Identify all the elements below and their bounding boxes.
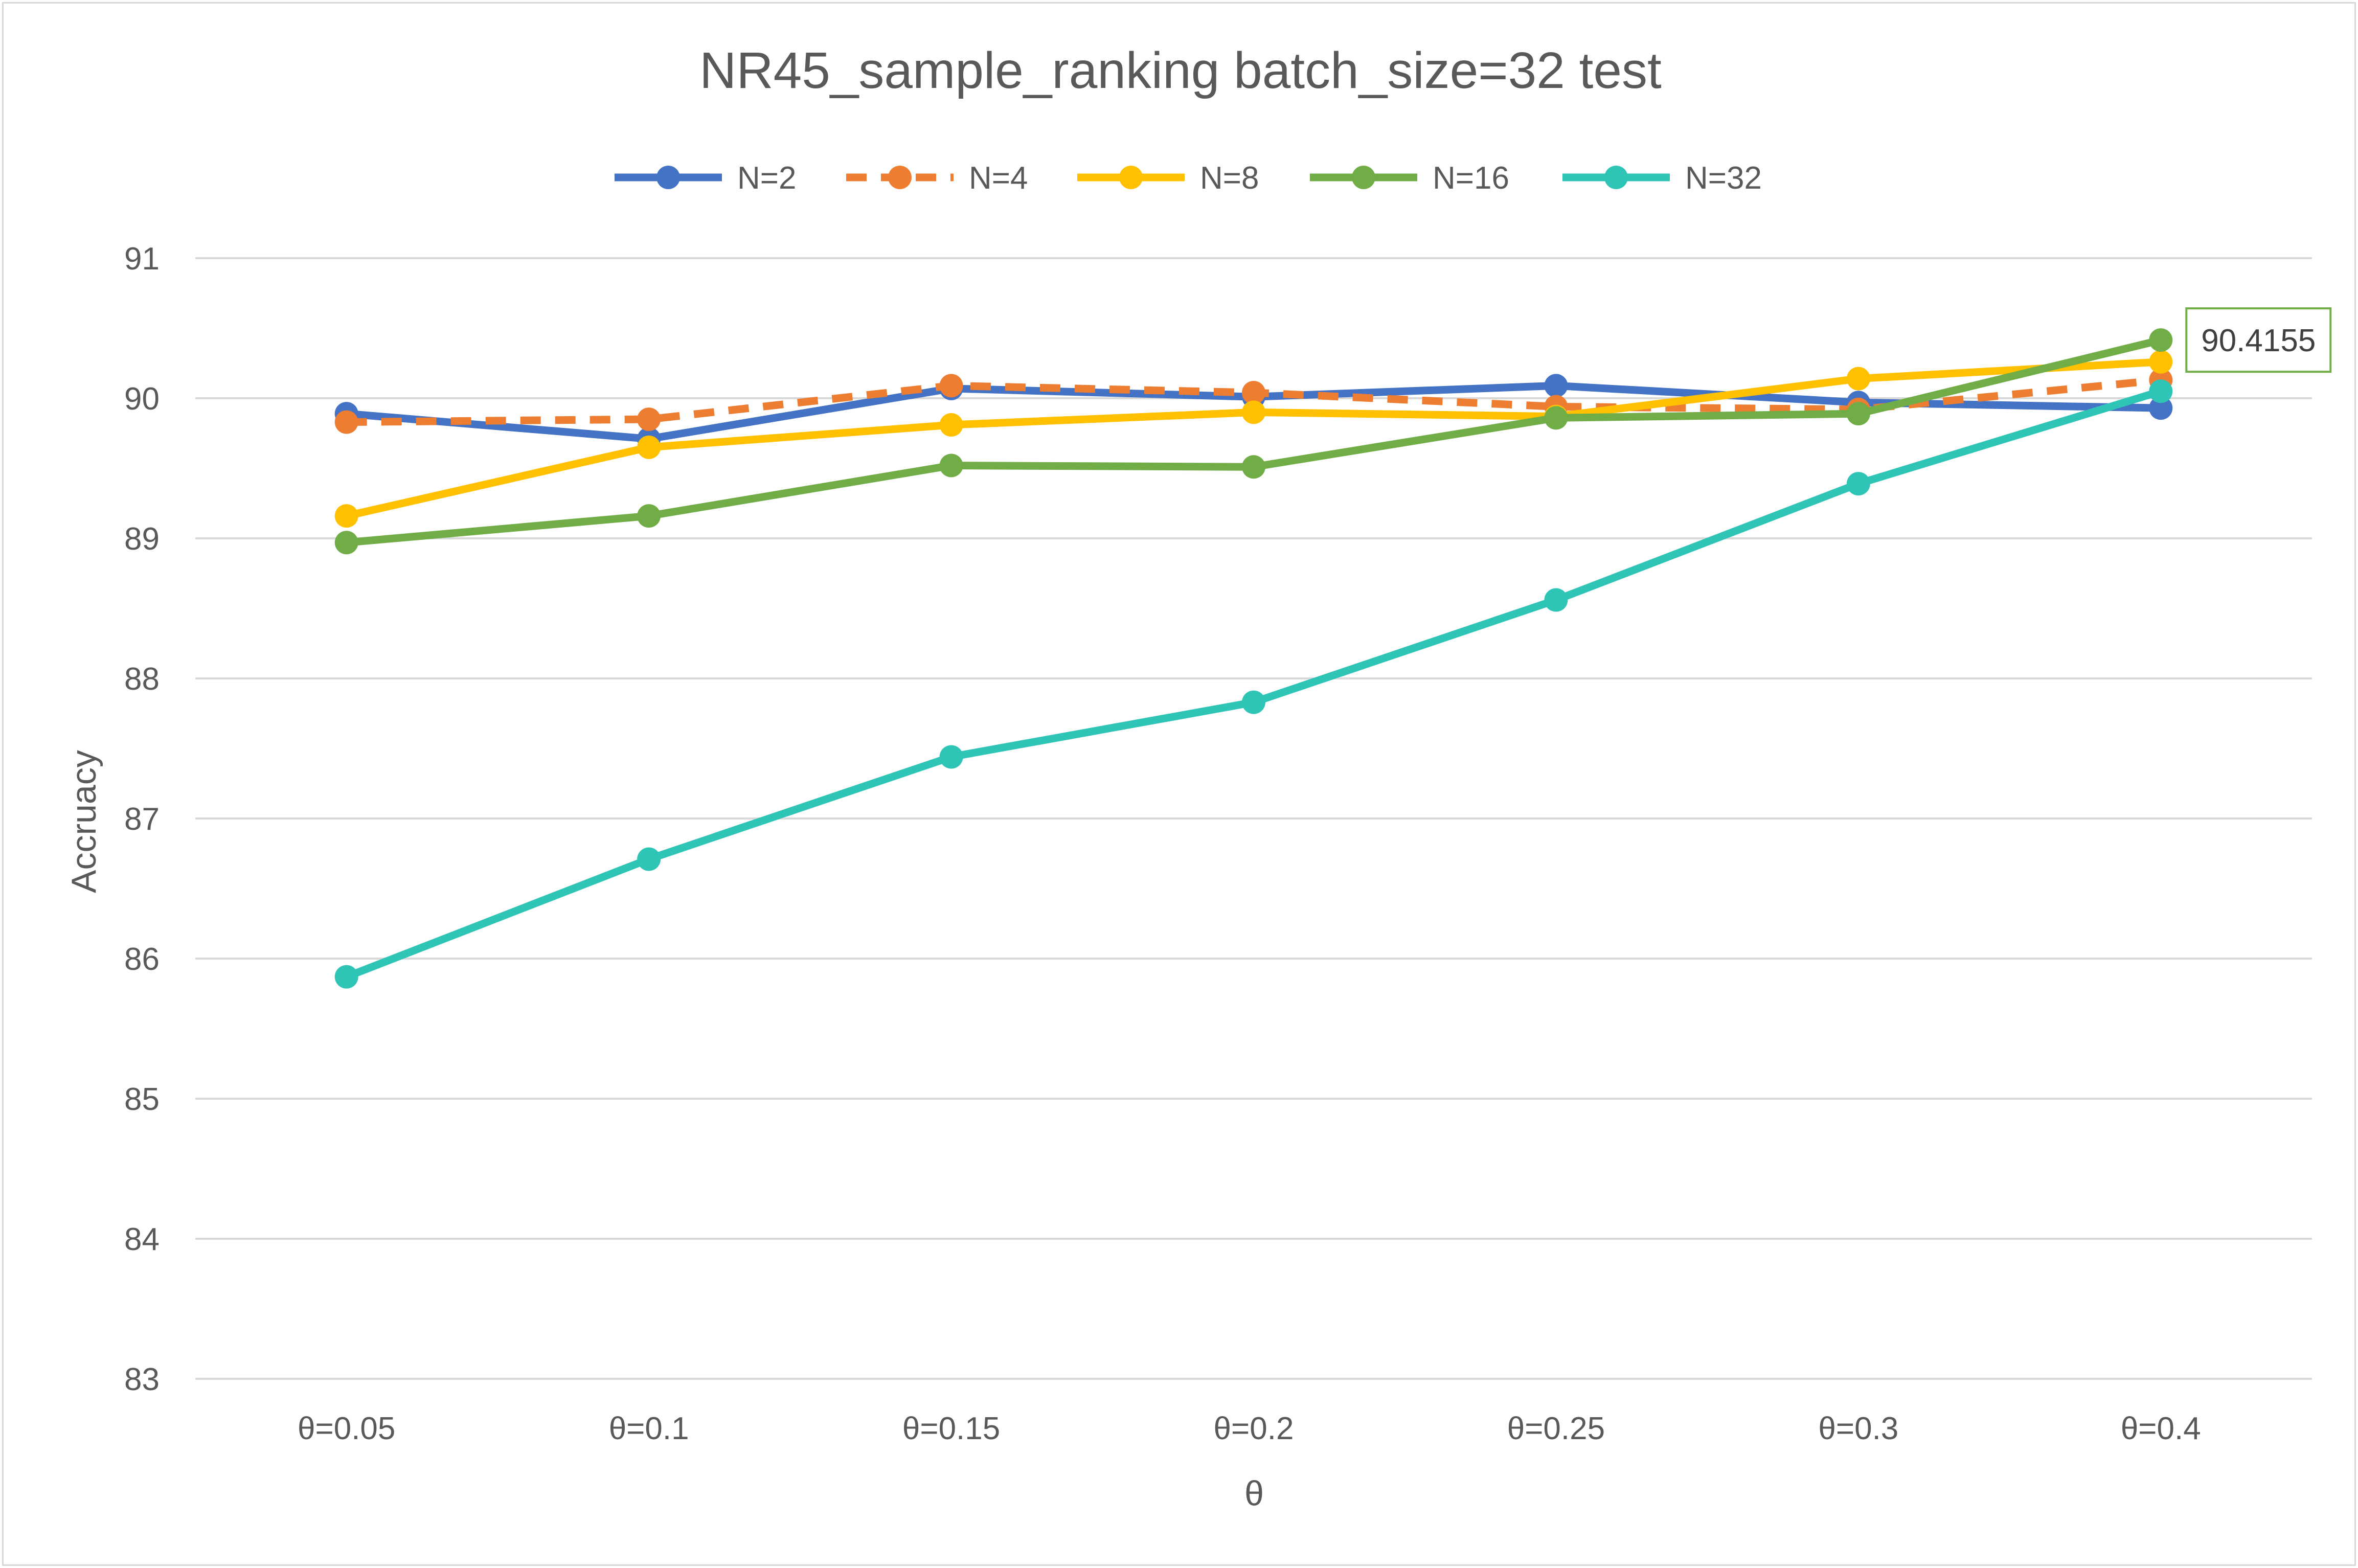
data-label-callout: 90.4155 [2185, 307, 2332, 373]
series-n-16 [334, 328, 2173, 555]
series-line-n-16 [343, 336, 2165, 547]
legend-marker [888, 166, 912, 189]
data-point-n-2-4 [1544, 374, 1568, 398]
data-point-n-32-1 [637, 847, 661, 871]
data-point-n-4-3 [1242, 381, 1265, 405]
data-point-n-16-2 [939, 453, 963, 478]
data-point-n-8-5 [1846, 367, 1870, 391]
legend-label: N=32 [1685, 161, 1762, 196]
legend: N=2 N=4 N=8 N=16 N=32 [615, 161, 1762, 196]
data-point-n-8-1 [637, 435, 661, 459]
series-layer [334, 328, 2173, 989]
data-point-n-8-3 [1242, 400, 1265, 424]
x-tick-label: θ=0.05 [298, 1411, 395, 1446]
data-point-n-8-0 [334, 504, 358, 528]
y-tick-label: 83 [124, 1362, 160, 1397]
data-point-n-16-4 [1544, 406, 1568, 430]
legend-label: N=8 [1200, 161, 1259, 196]
data-point-n-16-5 [1846, 402, 1870, 426]
data-point-n-32-3 [1242, 690, 1265, 714]
data-point-n-32-6 [2149, 379, 2173, 403]
x-tick-label: θ=0.3 [1818, 1411, 1898, 1446]
y-tick-label: 87 [124, 802, 160, 837]
data-point-n-16-3 [1242, 455, 1265, 479]
legend-marker [1352, 166, 1375, 189]
legend-label: N=4 [969, 161, 1028, 196]
y-tick-label: 84 [124, 1222, 160, 1257]
y-axis-title: Accruacy [64, 750, 103, 893]
data-point-n-4-2 [939, 374, 963, 398]
x-axis-ticks: θ=0.05 θ=0.1 θ=0.15 θ=0.2 θ=0.25 θ=0.3 θ=0.4 [298, 1411, 2201, 1446]
x-axis-title: θ [1244, 1474, 1264, 1513]
legend-item-n-16: N=16 [1310, 161, 1509, 196]
series-n-32 [334, 379, 2173, 989]
x-tick-label: θ=0.15 [902, 1411, 1000, 1446]
x-tick-label: θ=0.4 [2121, 1411, 2201, 1446]
y-tick-label: 90 [124, 381, 160, 417]
data-point-n-16-6 [2149, 328, 2173, 352]
legend-item-n-8: N=8 [1077, 161, 1259, 196]
legend-label: N=16 [1433, 161, 1509, 196]
y-tick-label: 89 [124, 521, 160, 557]
legend-marker [1604, 166, 1628, 189]
data-label-box [2185, 307, 2332, 373]
data-point-n-2-6 [2149, 396, 2173, 420]
data-point-n-4-0 [334, 410, 358, 434]
data-point-n-4-1 [637, 407, 661, 431]
legend-label: N=2 [737, 161, 796, 196]
y-tick-label: 91 [124, 241, 160, 277]
data-point-n-16-0 [334, 531, 358, 555]
x-tick-label: θ=0.2 [1214, 1411, 1294, 1446]
y-tick-label: 86 [124, 942, 160, 977]
data-label: 90.4155 [2201, 323, 2316, 358]
data-point-n-8-2 [939, 413, 963, 437]
legend-item-n-2: N=2 [615, 161, 796, 196]
x-tick-label: θ=0.1 [609, 1411, 689, 1446]
data-point-n-8-6 [2149, 350, 2173, 374]
annotation-layer: 90.4155 [2185, 307, 2332, 373]
data-point-n-32-0 [334, 965, 358, 989]
data-point-n-32-2 [939, 745, 963, 769]
line-chart: NR45_sample_ranking batch_size=32 test N… [64, 42, 2332, 1513]
chart-title: NR45_sample_ranking batch_size=32 test [699, 42, 1662, 99]
y-tick-label: 88 [124, 662, 160, 697]
y-tick-label: 85 [124, 1082, 160, 1117]
legend-marker [1119, 166, 1143, 189]
legend-item-n-4: N=4 [846, 161, 1028, 196]
y-axis-ticks: 83 84 85 86 87 88 89 90 91 [124, 241, 160, 1397]
data-point-n-16-1 [637, 504, 661, 528]
series-line-n-32 [343, 387, 2165, 981]
data-point-n-32-5 [1846, 472, 1870, 496]
data-point-n-32-4 [1544, 588, 1568, 612]
x-tick-label: θ=0.25 [1507, 1411, 1605, 1446]
legend-marker [656, 166, 680, 189]
legend-item-n-32: N=32 [1562, 161, 1762, 196]
